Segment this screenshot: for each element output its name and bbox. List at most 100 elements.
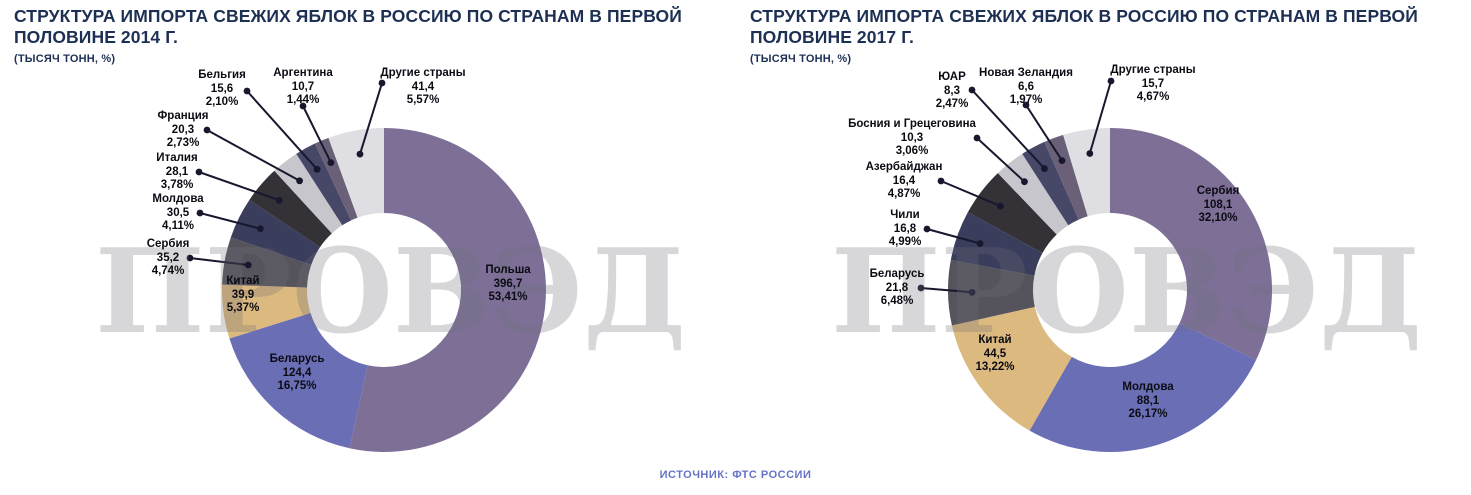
chart0-label-0-pct_label: 53,41% [488, 290, 528, 303]
chart0-label-7-pct_label: 2,10% [205, 95, 239, 108]
chart1-leader-dot-6a [973, 134, 981, 142]
chart0-label-8-label: Аргентина [273, 66, 333, 79]
chart0-leader-dot-9b [356, 150, 364, 158]
chart0-leader-dot-4b [256, 225, 264, 233]
chart0-label-9-label: Другие страны [380, 66, 466, 79]
chart0-label-0-label: Польша [485, 263, 531, 276]
chart0-label-5-label: Италия [156, 151, 198, 164]
chart0-label-0-value: 396,7 [493, 277, 523, 290]
chart-panel-2014: СТРУКТУРА ИМПОРТА СВЕЖИХ ЯБЛОК В РОССИЮ … [0, 0, 735, 495]
chart1-label-6-label: Босния и Грецеговина [848, 117, 976, 130]
chart0-label-9: Другие страны 41,4 5,57% [380, 67, 465, 108]
chart0-label-5-pct_label: 3,78% [160, 178, 194, 191]
chart0-leader-line-7 [246, 90, 318, 170]
chart-title-2014: СТРУКТУРА ИМПОРТА СВЕЖИХ ЯБЛОК В РОССИЮ … [14, 6, 682, 47]
chart0-leader-dot-8b [327, 159, 335, 167]
chart1-leader-dot-8a [1022, 101, 1030, 109]
chart1-label-3-value: 21,8 [885, 281, 909, 294]
chart0-slice-2 [221, 284, 311, 339]
chart0-slice-7 [296, 143, 352, 226]
donut-chart-0 [186, 79, 546, 452]
chart0-leader-line-9 [359, 82, 383, 155]
chart1-leader-dot-4b [976, 240, 984, 247]
chart1-slice-2 [951, 306, 1072, 431]
chart1-leader-dot-7a [968, 86, 976, 94]
chart0-label-6-label: Франция [157, 109, 209, 122]
chart1-label-2-label: Китай [978, 333, 1012, 346]
chart1-label-8-value: 6,6 [1017, 80, 1034, 93]
chart0-slice-3 [222, 237, 312, 288]
chart0-leader-dot-5a [195, 168, 203, 176]
chart1-label-1-value: 88,1 [1136, 394, 1160, 407]
chart1-label-9-value: 15,7 [1141, 77, 1165, 90]
source-note: ИСТОЧНИК: ФТС РОССИИ [659, 469, 812, 481]
chart1-label-7-value: 8,3 [943, 84, 960, 97]
chart1-label-5-pct_label: 4,87% [887, 187, 921, 200]
chart0-label-6-value: 20,3 [171, 123, 195, 136]
chart1-leader-dot-9b [1086, 150, 1094, 157]
chart0-label-3: Сербия 35,2 4,74% [147, 238, 190, 279]
donut-chart-1 [917, 77, 1273, 453]
chart1-label-8-label: Новая Зеландия [979, 66, 1073, 79]
chart1-slice-5 [967, 173, 1057, 254]
chart1-label-3-pct_label: 6,48% [880, 294, 914, 307]
chart0-slice-0 [349, 128, 546, 452]
chart1-slice-7 [1022, 141, 1079, 226]
chart0-label-7-value: 15,6 [210, 82, 234, 95]
chart1-label-5-label: Азербайджан [865, 160, 943, 173]
chart0-leader-dot-7b [313, 165, 321, 173]
chart0-label-6: Франция 20,3 2,73% [157, 110, 208, 151]
chart0-label-4-label: Молдова [152, 192, 204, 205]
chart1-leader-line-4 [926, 228, 981, 245]
chart0-label-4-pct_label: 4,11% [162, 219, 194, 232]
chart-subtitle-2014: (ТЫСЯЧ ТОНН, %) [14, 53, 116, 65]
chart1-slice-4 [950, 212, 1043, 276]
chart0-label-7: Бельгия 15,6 2,10% [198, 69, 246, 110]
chart0-label-9-pct_label: 5,57% [406, 93, 440, 106]
chart0-leader-dot-8a [299, 102, 307, 110]
chart1-label-3: Беларусь 21,8 6,48% [870, 268, 925, 309]
chart1-label-7: ЮАР 8,3 2,47% [936, 71, 969, 112]
chart0-leader-line-5 [198, 171, 280, 202]
chart0-slice-8 [314, 137, 358, 221]
chart1-label-3-label: Беларусь [869, 267, 925, 280]
chart0-leader-dot-4a [196, 209, 204, 217]
chart1-label-5-value: 16,4 [892, 174, 916, 187]
chart1-label-4-value: 16,8 [893, 222, 917, 235]
chart1-leader-dot-5b [997, 202, 1004, 210]
chart1-leader-dot-9a [1107, 77, 1115, 85]
chart0-label-7-label: Бельгия [198, 68, 246, 81]
chart0-label-6-pct_label: 2,73% [166, 136, 200, 149]
chart1-leader-line-8 [1025, 104, 1063, 162]
chart1-leader-dot-3a [917, 284, 925, 292]
chart0-label-5: Италия 28,1 3,78% [156, 152, 197, 193]
chart1-label-9-label: Другие страны [1110, 63, 1196, 76]
chart0-leader-dot-6b [296, 177, 303, 185]
chart1-label-2-pct_label: 13,22% [975, 360, 1015, 373]
chart1-leader-dot-8b [1058, 157, 1066, 165]
chart0-label-2-label: Китай [226, 274, 260, 287]
chart0-leader-line-6 [206, 129, 301, 182]
chart0-label-8: Аргентина 10,7 1,44% [273, 67, 333, 108]
chart0-label-2-value: 39,9 [231, 288, 255, 301]
chart0-label-4: Молдова 30,5 4,11% [152, 193, 203, 234]
chart0-label-2: Китай 39,9 5,37% [226, 275, 259, 316]
chart0-label-8-value: 10,7 [291, 80, 315, 93]
chart1-label-0-label: Сербия [1196, 184, 1240, 197]
chart1-leader-dot-7b [1041, 165, 1048, 172]
chart1-label-5: Азербайджан 16,4 4,87% [866, 161, 943, 202]
chart0-leader-dot-7a [243, 87, 251, 95]
chart1-slice-0 [1110, 128, 1273, 360]
chart0-slice-5 [249, 170, 332, 248]
chart1-label-4-pct_label: 4,99% [888, 235, 922, 248]
chart-subtitle-2017: (ТЫСЯЧ ТОНН, %) [750, 53, 852, 65]
chart0-label-3-label: Сербия [146, 237, 190, 250]
chart0-leader-dot-3b [244, 261, 252, 269]
chart1-label-4-label: Чили [890, 208, 920, 221]
chart1-label-8: Новая Зеландия 6,6 1,97% [979, 67, 1073, 108]
chart1-slice-8 [1044, 134, 1088, 220]
chart1-slice-3 [947, 259, 1035, 326]
chart1-label-6-pct_label: 3,06% [895, 144, 929, 157]
chart-panel-2017: СТРУКТУРА ИМПОРТА СВЕЖИХ ЯБЛОК В РОССИЮ … [736, 0, 1471, 495]
